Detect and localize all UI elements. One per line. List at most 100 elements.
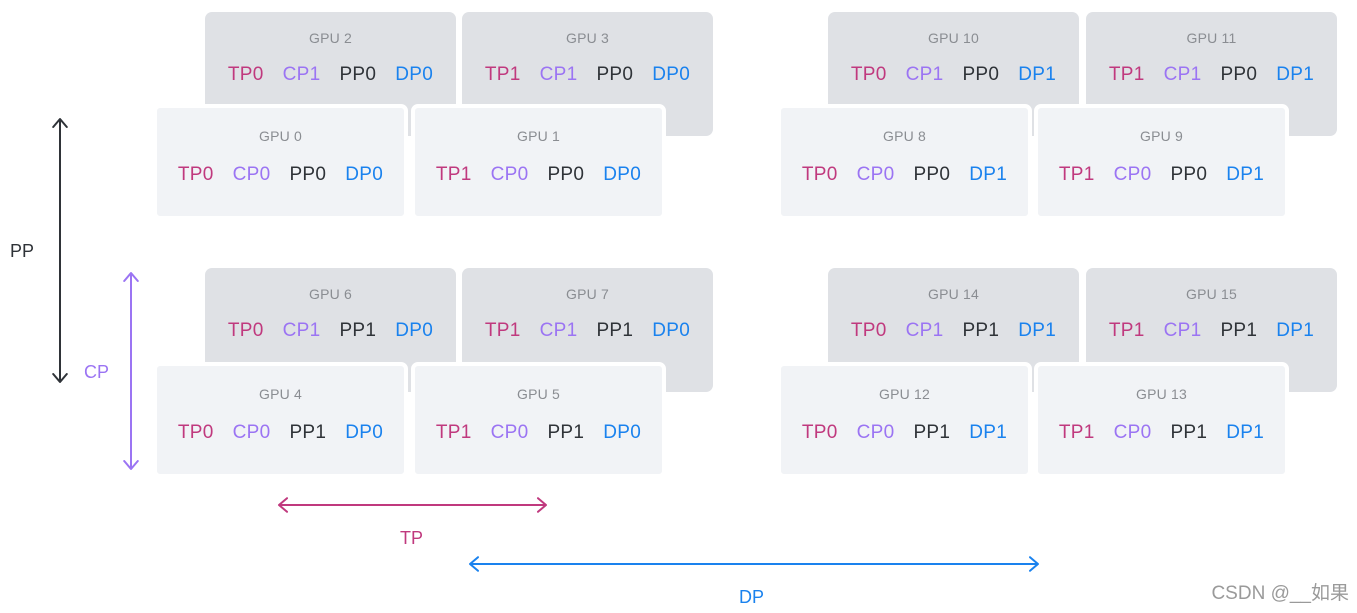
dp-rank-tag: DP1 [1018, 320, 1057, 341]
pp-rank-tag: PP0 [596, 64, 634, 85]
parallel-rank-tags: TP1 CP1 PP0 DP1 [1086, 64, 1337, 86]
tp-rank-tag: TP0 [177, 164, 214, 185]
parallel-rank-tags: TP0 CP0 PP1 DP0 [157, 422, 404, 444]
cp-rank-tag: CP0 [490, 164, 529, 185]
parallel-rank-tags: TP1 CP1 PP1 DP0 [462, 320, 713, 342]
parallel-rank-tags: TP1 CP0 PP0 DP0 [415, 164, 662, 186]
pp-axis-label: PP [10, 241, 35, 261]
gpu-label: GPU 4 [258, 386, 302, 402]
parallel-rank-tags: TP0 CP0 PP1 DP1 [781, 422, 1028, 444]
pp-rank-tag: PP1 [289, 422, 327, 443]
tp-arrow [278, 497, 547, 513]
gpu-label: GPU 1 [516, 128, 560, 144]
gpu-label: GPU 14 [928, 286, 979, 302]
gpu-label: GPU 3 [565, 30, 609, 46]
parallel-rank-tags: TP1 CP1 PP0 DP0 [462, 64, 713, 86]
tp-rank-tag: TP1 [1108, 64, 1145, 85]
cp-rank-tag: CP0 [1113, 422, 1152, 443]
pp-rank-tag: PP0 [1220, 64, 1258, 85]
cp-rank-tag: CP1 [905, 64, 944, 85]
parallel-rank-tags: TP0 CP0 PP0 DP1 [781, 164, 1028, 186]
pp-rank-tag: PP1 [1220, 320, 1258, 341]
parallel-rank-tags: TP0 CP0 PP0 DP0 [157, 164, 404, 186]
tp-rank-tag: TP0 [801, 164, 838, 185]
gpu-label: GPU 13 [1136, 386, 1187, 402]
tp-rank-tag: TP0 [227, 320, 264, 341]
cp-rank-tag: CP0 [1113, 164, 1152, 185]
pp-rank-tag: PP0 [289, 164, 327, 185]
dp-rank-tag: DP1 [969, 422, 1008, 443]
pp-rank-tag: PP0 [962, 64, 1000, 85]
parallel-rank-tags: TP1 CP0 PP1 DP1 [1038, 422, 1285, 444]
gpu-card: GPU 1 TP1 CP0 PP0 DP0 [411, 104, 666, 220]
parallel-rank-tags: TP1 CP0 PP0 DP1 [1038, 164, 1285, 186]
dp-arrow [469, 556, 1039, 572]
tp-rank-tag: TP0 [227, 64, 264, 85]
tp-rank-tag: TP0 [850, 64, 887, 85]
dp-rank-tag: DP1 [1226, 422, 1265, 443]
pp-rank-tag: PP1 [339, 320, 377, 341]
tp-rank-tag: TP0 [801, 422, 838, 443]
pp-rank-tag: PP0 [339, 64, 377, 85]
cp-rank-tag: CP1 [905, 320, 944, 341]
cp-arrow [123, 272, 139, 470]
pp-rank-tag: PP1 [1170, 422, 1208, 443]
tp-rank-tag: TP0 [850, 320, 887, 341]
tp-rank-tag: TP1 [1058, 422, 1095, 443]
gpu-label: GPU 0 [258, 128, 302, 144]
gpu-card: GPU 13 TP1 CP0 PP1 DP1 [1034, 362, 1289, 478]
pp-rank-tag: PP0 [913, 164, 951, 185]
cp-rank-tag: CP1 [1163, 64, 1202, 85]
parallel-rank-tags: TP0 CP1 PP0 DP1 [828, 64, 1079, 86]
parallel-rank-tags: TP1 CP1 PP1 DP1 [1086, 320, 1337, 342]
dp-rank-tag: DP0 [395, 320, 434, 341]
dp-rank-tag: DP1 [1018, 64, 1057, 85]
gpu-label: GPU 10 [928, 30, 979, 46]
dp-rank-tag: DP1 [1276, 64, 1315, 85]
dp-rank-tag: DP0 [603, 422, 642, 443]
tp-rank-tag: TP1 [484, 64, 521, 85]
parallel-rank-tags: TP0 CP1 PP0 DP0 [205, 64, 456, 86]
gpu-label: GPU 11 [1186, 30, 1237, 46]
cp-rank-tag: CP1 [1163, 320, 1202, 341]
gpu-card: GPU 8 TP0 CP0 PP0 DP1 [777, 104, 1032, 220]
dp-rank-tag: DP1 [1276, 320, 1315, 341]
tp-rank-tag: TP0 [177, 422, 214, 443]
pp-rank-tag: PP0 [1170, 164, 1208, 185]
dp-rank-tag: DP0 [345, 422, 384, 443]
gpu-card: GPU 12 TP0 CP0 PP1 DP1 [777, 362, 1032, 478]
watermark: CSDN @__如果 [1211, 583, 1349, 604]
tp-axis-label: TP [400, 528, 424, 548]
gpu-label: GPU 2 [308, 30, 352, 46]
pp-rank-tag: PP1 [547, 422, 585, 443]
dp-rank-tag: DP1 [969, 164, 1008, 185]
tp-rank-tag: TP1 [1058, 164, 1095, 185]
parallel-rank-tags: TP0 CP1 PP1 DP1 [828, 320, 1079, 342]
pp-rank-tag: PP1 [596, 320, 634, 341]
dp-rank-tag: DP0 [652, 64, 691, 85]
cp-rank-tag: CP0 [232, 422, 271, 443]
cp-rank-tag: CP1 [539, 64, 578, 85]
pp-rank-tag: PP0 [547, 164, 585, 185]
gpu-label: GPU 15 [1186, 286, 1237, 302]
cp-rank-tag: CP1 [282, 64, 321, 85]
gpu-label: GPU 8 [882, 128, 926, 144]
dp-axis-label: DP [739, 587, 765, 607]
dp-rank-tag: DP0 [603, 164, 642, 185]
gpu-label: GPU 5 [516, 386, 560, 402]
tp-rank-tag: TP1 [1108, 320, 1145, 341]
pp-rank-tag: PP1 [913, 422, 951, 443]
cp-axis-label: CP [84, 362, 110, 382]
gpu-card: GPU 5 TP1 CP0 PP1 DP0 [411, 362, 666, 478]
gpu-label: GPU 7 [565, 286, 609, 302]
tp-rank-tag: TP1 [435, 164, 472, 185]
parallel-rank-tags: TP1 CP0 PP1 DP0 [415, 422, 662, 444]
dp-rank-tag: DP0 [395, 64, 434, 85]
tp-rank-tag: TP1 [435, 422, 472, 443]
pp-rank-tag: PP1 [962, 320, 1000, 341]
gpu-card: GPU 0 TP0 CP0 PP0 DP0 [153, 104, 408, 220]
gpu-label: GPU 12 [879, 386, 930, 402]
gpu-label: GPU 6 [308, 286, 352, 302]
